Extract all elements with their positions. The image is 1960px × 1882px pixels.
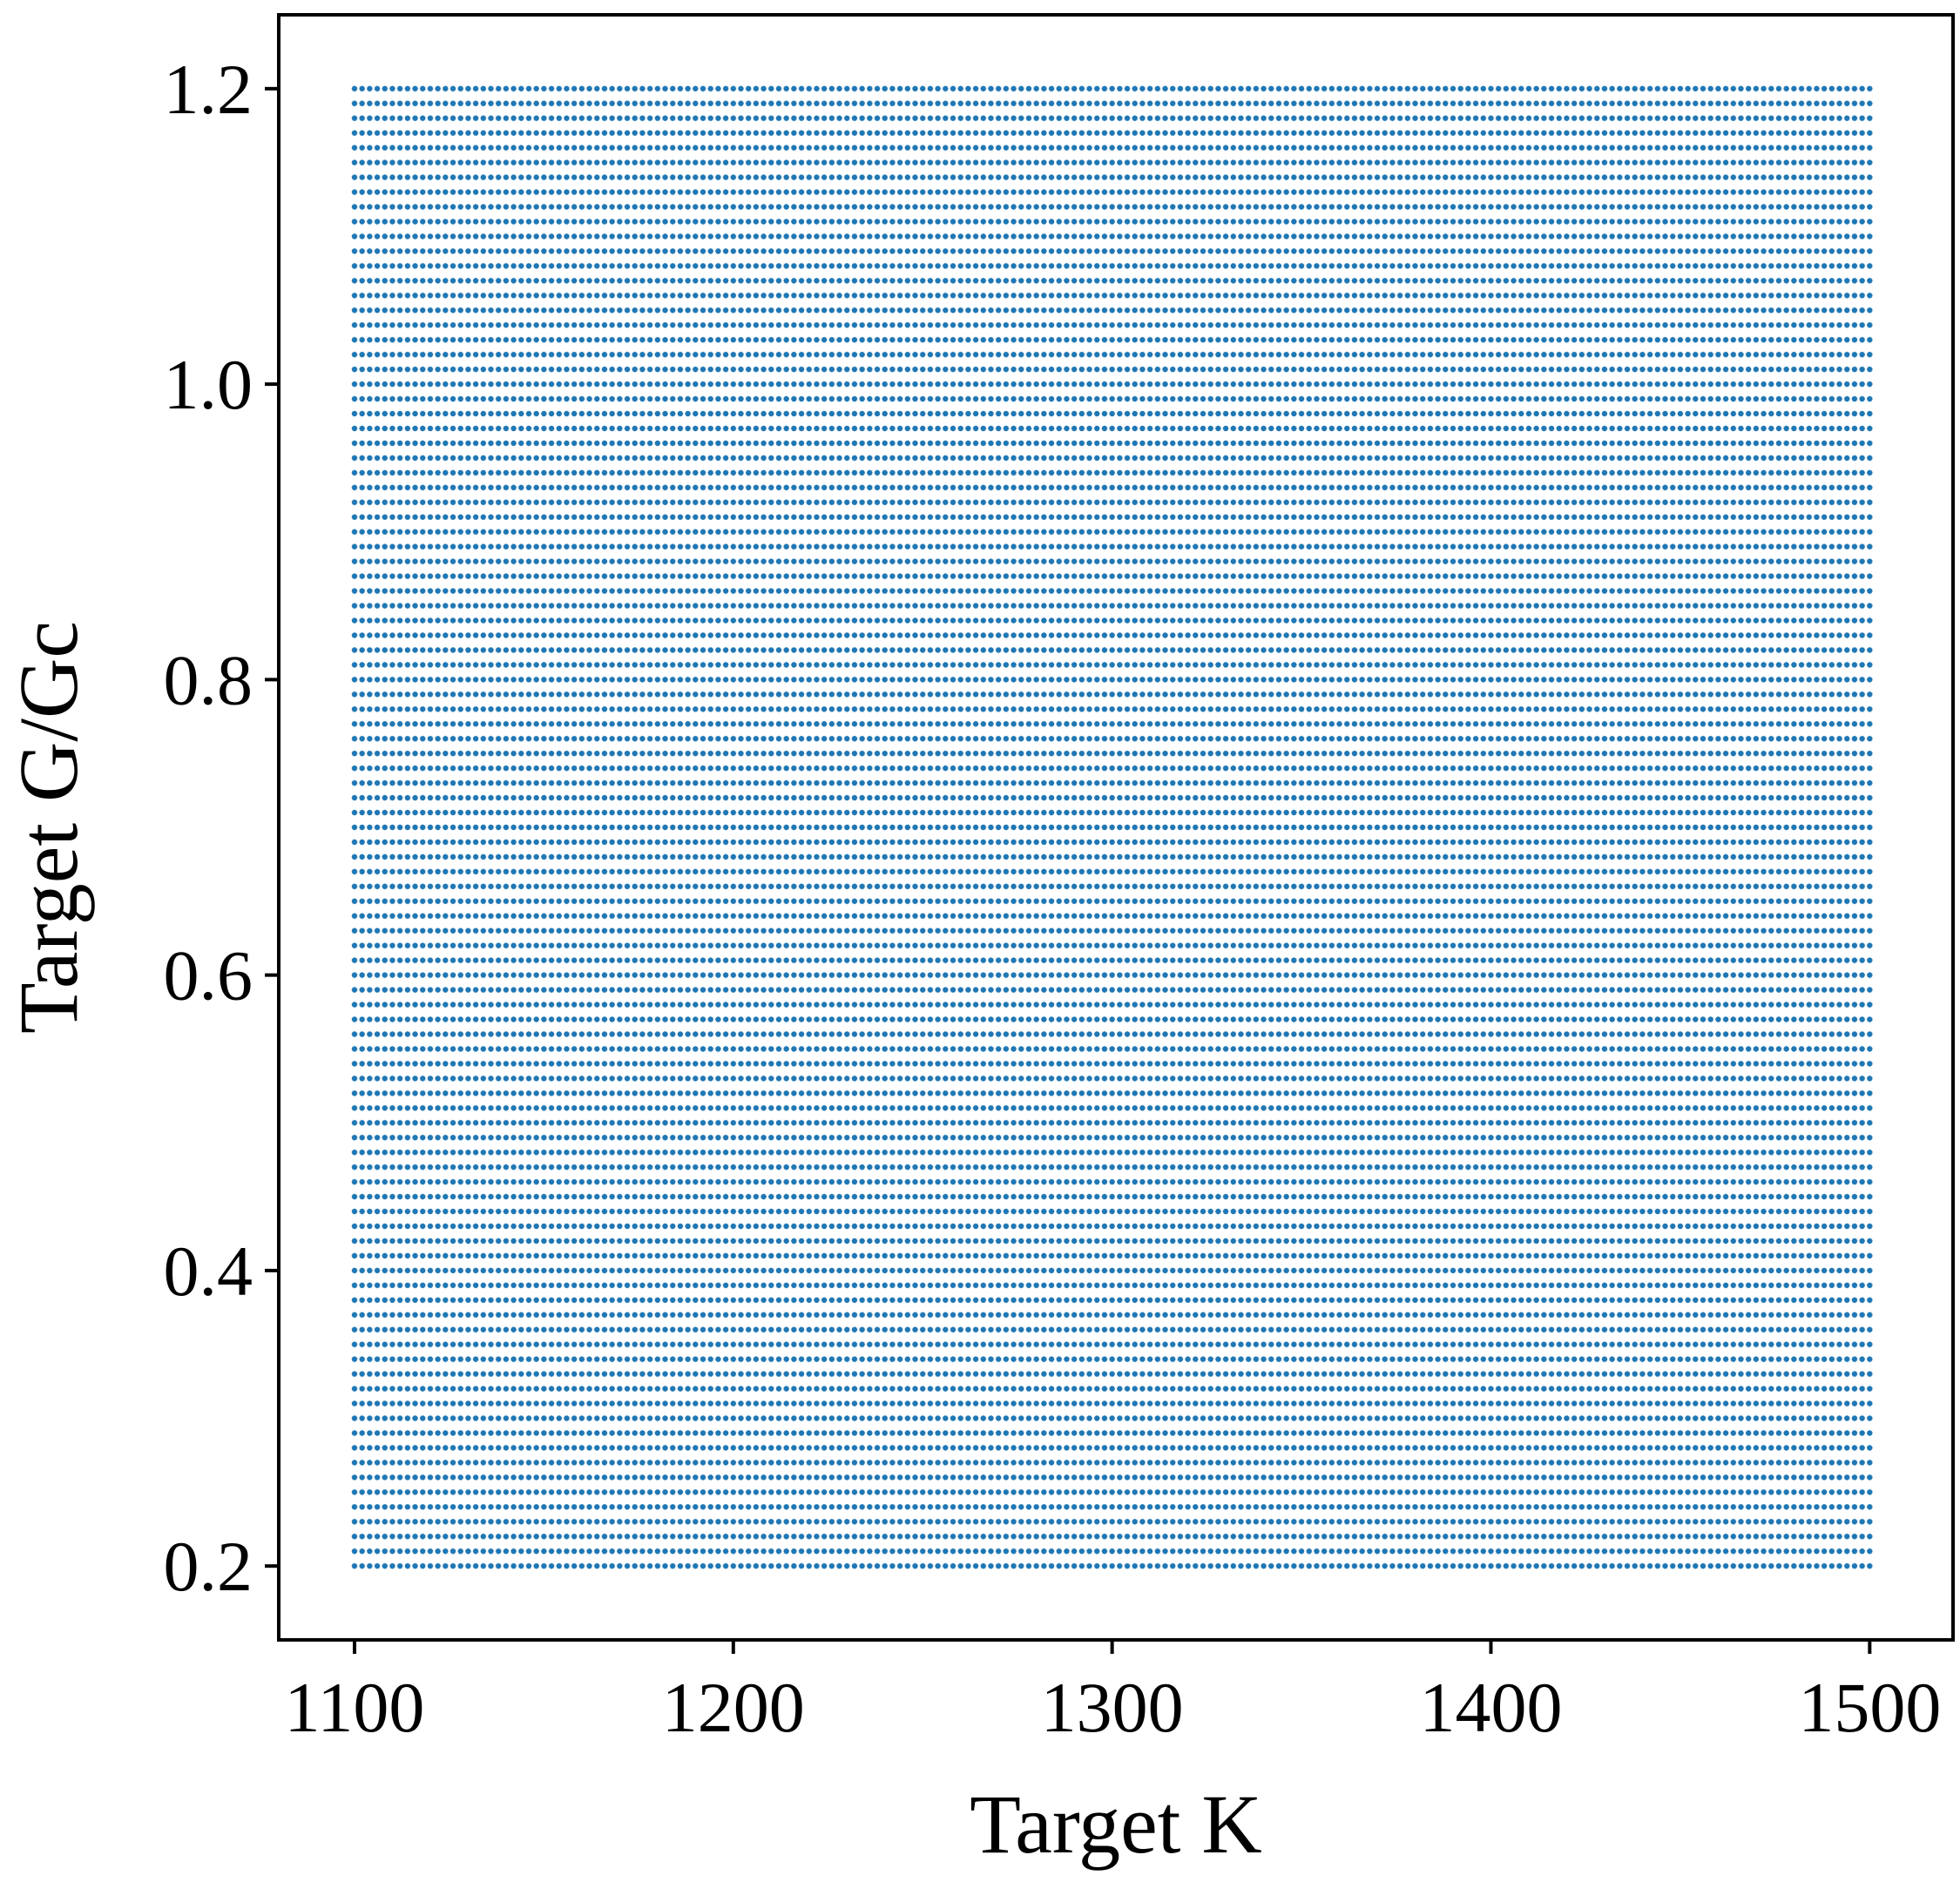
y-axis-title: Target G/Gc (2, 621, 95, 1034)
y-axis-tick-labels: 0.2 0.4 0.6 0.8 1.0 1.2 (164, 50, 253, 1606)
y-tick-label: 1.0 (164, 345, 253, 424)
x-axis-tick-labels: 1100 1200 1300 1400 1500 (284, 1668, 1941, 1747)
x-tick-label: 1400 (1419, 1668, 1562, 1747)
plot-area-frame (277, 13, 1955, 1642)
y-tick-label: 0.8 (164, 640, 253, 719)
x-tick-label: 1500 (1798, 1668, 1941, 1747)
x-axis-title: Target K (970, 1777, 1261, 1871)
y-tick-label: 0.2 (164, 1527, 253, 1606)
x-tick-label: 1300 (1041, 1668, 1184, 1747)
x-tick-label: 1100 (284, 1668, 424, 1747)
y-tick-label: 0.4 (164, 1231, 253, 1311)
x-axis-ticks (352, 1640, 1872, 1654)
y-tick-label: 1.2 (164, 50, 253, 129)
scatter-points (350, 81, 1874, 1574)
y-tick-label: 0.6 (164, 936, 253, 1015)
x-tick-label: 1200 (662, 1668, 805, 1747)
y-axis-ticks (265, 86, 279, 1568)
